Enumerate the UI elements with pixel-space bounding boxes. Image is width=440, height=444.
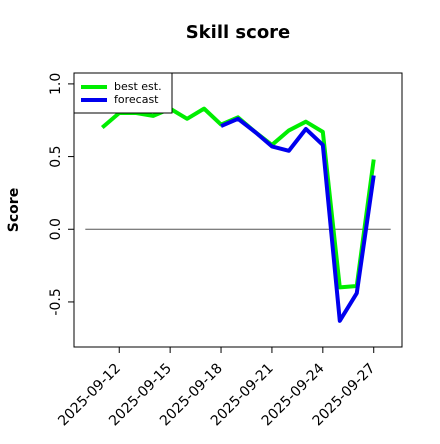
y-axis-label: Score bbox=[6, 188, 22, 232]
legend-label: forecast bbox=[114, 93, 159, 106]
series-line bbox=[220, 116, 376, 323]
y-tick-label: -0.5 bbox=[48, 288, 64, 315]
y-tick-label: 1.0 bbox=[48, 73, 64, 95]
legend-box bbox=[73, 72, 173, 114]
legend-label: best est. bbox=[114, 80, 162, 93]
plot-frame bbox=[73, 72, 403, 348]
y-tick-label: 0.0 bbox=[48, 218, 64, 240]
y-tick-label: 0.5 bbox=[48, 145, 64, 167]
chart-title: Skill score bbox=[186, 22, 291, 43]
